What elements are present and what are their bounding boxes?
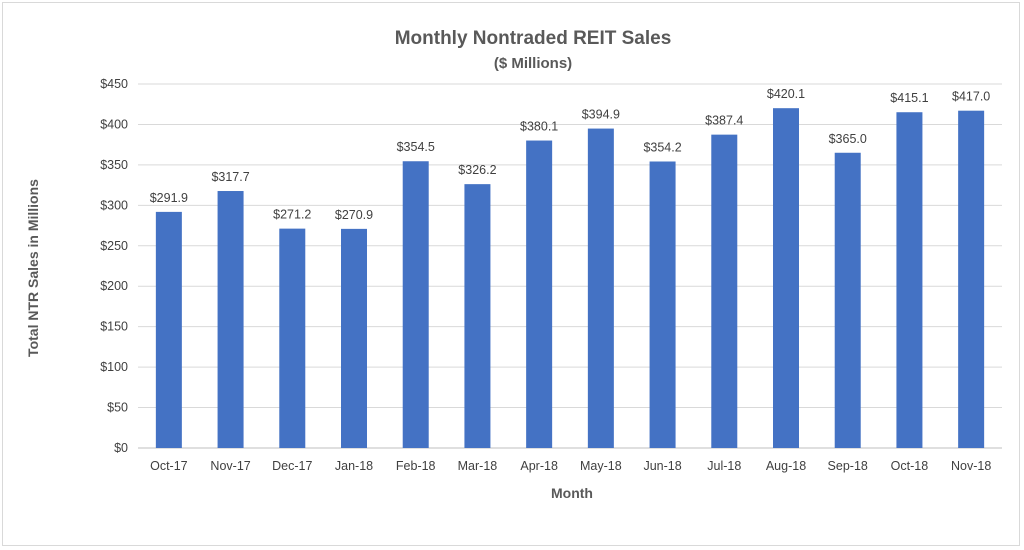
y-tick-label: $200	[100, 279, 128, 293]
bar-nov-18	[958, 110, 985, 449]
y-tick-label: $50	[107, 401, 128, 415]
bar-may-18	[587, 128, 614, 449]
bar-oct-18	[896, 112, 923, 448]
data-label: $291.9	[150, 191, 188, 205]
x-tick-label: Feb-18	[396, 459, 436, 473]
data-label: $380.1	[520, 120, 558, 134]
data-label: $354.5	[397, 140, 435, 154]
y-tick-label: $100	[100, 360, 128, 374]
data-label: $415.1	[890, 91, 928, 105]
x-tick-label: Aug-18	[766, 459, 806, 473]
data-label: $365.0	[829, 132, 867, 146]
data-label: $270.9	[335, 208, 373, 222]
bars	[155, 108, 985, 449]
x-tick-label: Dec-17	[272, 459, 312, 473]
x-tick-label: Oct-17	[150, 459, 188, 473]
bar-mar-18	[464, 184, 491, 448]
x-tick-label: Nov-18	[951, 459, 991, 473]
y-tick-label: $450	[100, 77, 128, 91]
x-tick-label: May-18	[580, 459, 622, 473]
bar-sep-18	[834, 152, 861, 448]
x-tick-label: Jul-18	[707, 459, 741, 473]
bar-jan-18	[341, 228, 367, 448]
bar-jul-18	[711, 134, 738, 448]
chart-title: Monthly Nontraded REIT Sales	[395, 28, 672, 49]
data-label: $420.1	[767, 87, 805, 101]
y-axis-ticks: $0 $50 $100 $150 $200 $250 $300 $350 $400 $450	[100, 77, 128, 455]
y-tick-label: $0	[114, 441, 128, 455]
y-axis-title: Total NTR Sales in Millions	[25, 179, 41, 357]
x-tick-label: Oct-18	[891, 459, 929, 473]
gridlines	[138, 83, 1002, 449]
y-tick-label: $150	[100, 320, 128, 334]
x-axis-title: Month	[551, 485, 593, 501]
data-label: $317.7	[211, 170, 249, 184]
data-label: $354.2	[643, 140, 681, 154]
chart-subtitle: ($ Millions)	[494, 55, 572, 72]
data-labels: $291.9 $317.7 $271.2 $270.9 $354.5 $326.2 $380…	[150, 87, 991, 222]
y-tick-label: $250	[100, 239, 128, 253]
data-label: $326.2	[458, 163, 496, 177]
x-axis-ticks: Oct-17 Nov-17 Dec-17 Jan-18 Feb-18 Mar-18 Apr-…	[150, 459, 991, 473]
data-label: $394.9	[582, 108, 620, 122]
y-tick-label: $350	[100, 158, 128, 172]
x-tick-label: Nov-17	[210, 459, 250, 473]
bar-feb-18	[402, 161, 429, 448]
x-tick-label: Jun-18	[643, 459, 681, 473]
x-tick-label: Apr-18	[520, 459, 558, 473]
bar-nov-17	[217, 191, 244, 449]
y-tick-label: $400	[100, 117, 128, 131]
data-label: $387.4	[705, 114, 743, 128]
x-tick-label: Mar-18	[458, 459, 498, 473]
x-tick-label: Sep-18	[828, 459, 868, 473]
data-label: $417.0	[952, 90, 990, 104]
x-tick-label: Jan-18	[335, 459, 373, 473]
bar-jun-18	[649, 161, 676, 448]
bar-aug-18	[773, 108, 799, 448]
data-label: $271.2	[273, 208, 311, 222]
bar-oct-17	[155, 211, 182, 448]
bar-dec-17	[279, 228, 306, 448]
y-tick-label: $300	[100, 198, 128, 212]
bar-apr-18	[526, 140, 553, 449]
